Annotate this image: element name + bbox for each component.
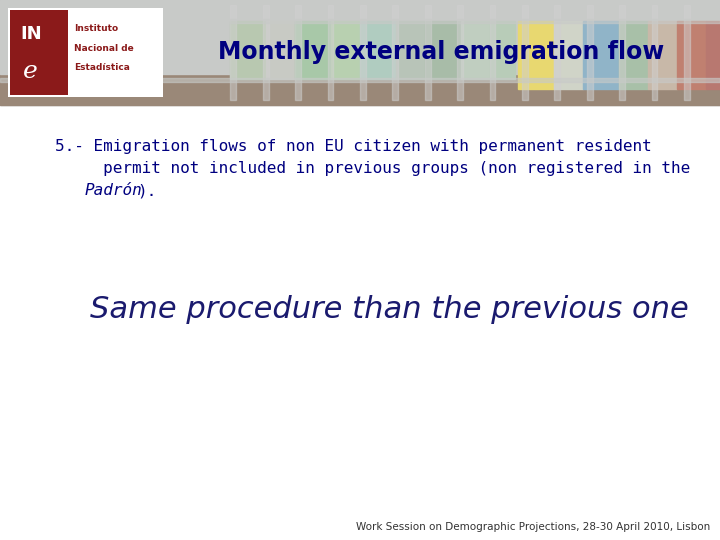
Bar — [425, 5, 431, 100]
Bar — [0, 19, 720, 23]
Bar — [490, 5, 495, 100]
Bar — [396, 21, 425, 79]
Bar — [360, 5, 366, 100]
Text: permit not included in previous groups (non registered in the: permit not included in previous groups (… — [55, 161, 690, 176]
Bar — [263, 5, 269, 100]
Text: Work Session on Demographic Projections, 28-30 April 2010, Lisbon: Work Session on Demographic Projections,… — [356, 522, 710, 532]
Text: Instituto: Instituto — [74, 24, 118, 33]
Bar — [10, 10, 68, 95]
Bar — [0, 0, 720, 105]
Bar — [619, 21, 648, 89]
Bar — [295, 5, 301, 100]
Bar — [619, 5, 625, 100]
Text: Same procedure than the previous one: Same procedure than the previous one — [90, 295, 689, 325]
Text: Estadística: Estadística — [74, 63, 130, 72]
Bar — [554, 5, 560, 100]
Text: Nacional de: Nacional de — [74, 44, 134, 53]
Bar — [0, 78, 720, 82]
Bar — [328, 5, 333, 100]
Bar — [8, 8, 163, 97]
Bar — [652, 5, 657, 100]
Bar — [490, 21, 515, 79]
Bar — [648, 21, 677, 89]
Text: 5.- Emigration flows of non EU citizen with permanent resident: 5.- Emigration flows of non EU citizen w… — [55, 139, 652, 154]
Bar — [360, 21, 396, 79]
Bar — [295, 21, 331, 79]
Bar — [461, 21, 490, 79]
Bar — [266, 21, 295, 79]
Bar — [425, 21, 461, 79]
Bar — [706, 21, 720, 89]
Bar — [230, 5, 236, 100]
Text: Padrón: Padrón — [85, 183, 143, 198]
Bar — [230, 21, 266, 79]
Bar — [0, 0, 720, 73]
Bar — [0, 73, 720, 105]
Bar — [522, 5, 528, 100]
Bar — [583, 21, 619, 89]
Text: Monthly external emigration flow: Monthly external emigration flow — [218, 40, 665, 64]
Bar — [677, 21, 706, 89]
Text: IN: IN — [20, 25, 42, 43]
Bar — [554, 21, 583, 89]
Bar — [392, 5, 398, 100]
Bar — [587, 5, 593, 100]
Text: ).: ). — [137, 183, 156, 198]
Text: e: e — [23, 60, 37, 83]
Bar — [518, 21, 554, 89]
Bar — [331, 21, 360, 79]
Bar — [684, 5, 690, 100]
Bar — [457, 5, 463, 100]
